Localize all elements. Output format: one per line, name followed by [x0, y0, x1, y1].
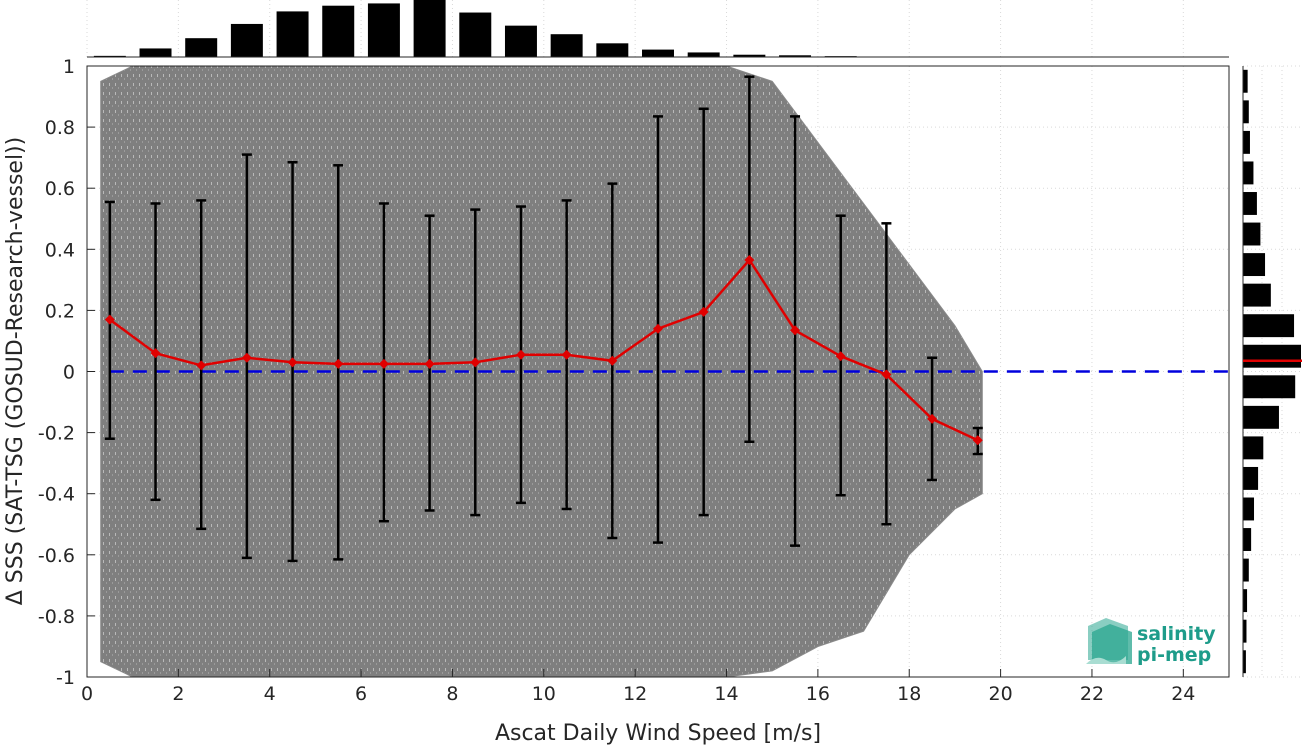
top-histogram-bar	[413, 0, 446, 57]
x-tick-label: 20	[989, 683, 1013, 705]
right-histogram-bar	[1243, 619, 1247, 643]
top-histogram-bar	[230, 23, 263, 57]
y-tick-label: 0	[63, 362, 75, 384]
right-histogram-bar	[1243, 528, 1252, 551]
mean-point	[607, 355, 618, 366]
top-histogram-bar	[139, 48, 172, 57]
top-histogram-bar	[185, 38, 218, 57]
y-tick-label: 0.6	[45, 178, 75, 200]
mean-point	[653, 323, 663, 334]
mean-point	[835, 351, 846, 362]
x-tick-label: 16	[806, 683, 830, 705]
y-axis-label: Δ SSS (SAT-TSG (GOSUD-Research-vessel))	[3, 137, 28, 605]
top-histogram-bar	[642, 49, 674, 57]
right-histogram-bar	[1243, 314, 1295, 338]
right-histogram-bar	[1243, 69, 1248, 93]
right-histogram-bar	[1243, 375, 1296, 399]
top-histogram-bars	[93, 0, 857, 58]
x-tick-label: 2	[172, 683, 184, 705]
mean-point	[515, 349, 526, 360]
y-axis-ticks: -1 -0.8 -0.6 -0.4 -0.2 0 0.2 0.4 0.6 0.8 1	[38, 56, 95, 689]
top-histogram	[86, 0, 1229, 58]
mean-point	[790, 325, 801, 336]
top-histogram-bar	[367, 3, 400, 58]
top-histogram-bar	[733, 54, 766, 57]
x-tick-label: 22	[1080, 683, 1104, 705]
main-axes: 0 2 4 6 8 10 12 14 16 18 20 22 24 -1-0.8-0.6-0.4-0.2…	[3, 56, 1230, 746]
top-histogram-bar	[596, 43, 629, 57]
x-tick-label: 12	[623, 683, 647, 705]
mean-point	[241, 352, 252, 363]
right-histogram-bar	[1243, 100, 1249, 124]
mean-point	[561, 349, 572, 360]
y-tick-label: 0.4	[45, 239, 75, 261]
mean-point	[698, 306, 709, 317]
y-tick-label: -0.4	[38, 484, 75, 506]
top-histogram-bar	[459, 12, 492, 57]
x-tick-label: 10	[532, 683, 556, 705]
y-tick-label: -0.8	[38, 606, 75, 628]
logo-line2: pi-mep	[1137, 644, 1211, 666]
right-histogram-bar	[1243, 161, 1254, 185]
x-tick-label: 4	[264, 683, 276, 705]
mean-point	[333, 358, 344, 369]
right-histogram-bar	[1243, 436, 1264, 460]
top-histogram-bar	[322, 5, 355, 57]
salinity-pi-mep-logo: salinity pi-mep	[1086, 618, 1216, 666]
y-tick-label: -0.2	[38, 423, 75, 445]
y-tick-label: 1	[63, 56, 75, 78]
top-histogram-bar	[550, 34, 583, 57]
y-tick-label: 0.8	[45, 117, 75, 139]
right-histogram-bar	[1243, 589, 1248, 613]
mean-point	[881, 369, 892, 380]
right-histogram-bar	[1243, 130, 1250, 154]
mean-line	[109, 257, 979, 442]
y-tick-label: 0.2	[45, 300, 75, 322]
x-tick-label: 14	[714, 683, 738, 705]
right-histogram-grid	[1242, 65, 1302, 678]
right-histogram-bar	[1243, 222, 1261, 246]
x-tick-label: 0	[81, 683, 93, 705]
top-histogram-bar	[276, 11, 309, 57]
top-histogram-bar	[504, 25, 537, 57]
top-histogram-grid	[86, 0, 1184, 57]
mean-point	[104, 314, 115, 325]
right-histogram-bar	[1243, 283, 1271, 307]
right-histogram	[1242, 65, 1302, 678]
x-tick-label: 8	[446, 683, 458, 705]
top-histogram-bar	[93, 55, 126, 57]
mean-point	[744, 254, 755, 265]
right-histogram-bar	[1243, 344, 1301, 368]
right-histogram-bar	[1243, 558, 1249, 582]
mean-point	[927, 413, 938, 424]
mean-point	[470, 357, 481, 368]
top-histogram-bar	[779, 55, 812, 57]
x-tick-label: 18	[897, 683, 921, 705]
right-histogram-bar	[1243, 497, 1255, 521]
y-tick-label: -1	[56, 667, 75, 689]
mean-point	[972, 435, 983, 446]
mean-point	[150, 348, 161, 359]
logo-line1: salinity	[1137, 623, 1216, 645]
x-axis-ticks: 0 2 4 6 8 10 12 14 16 18 20 22 24	[81, 669, 1195, 705]
x-tick-label: 24	[1171, 683, 1195, 705]
mean-point	[424, 358, 435, 369]
top-histogram-bar	[687, 52, 720, 57]
mean-point	[196, 360, 207, 371]
y-tick-label: -0.6	[38, 545, 75, 567]
right-histogram-bar	[1243, 192, 1257, 215]
mean-point	[287, 357, 298, 368]
right-histogram-bar	[1243, 405, 1279, 429]
logo-wave-icon	[1086, 618, 1132, 664]
mean-point	[378, 358, 389, 369]
right-histogram-bar	[1243, 253, 1266, 277]
right-histogram-bar	[1243, 650, 1246, 674]
x-tick-label: 6	[355, 683, 367, 705]
right-histogram-bar	[1243, 466, 1259, 490]
mean-points	[104, 254, 983, 446]
x-axis-label: Ascat Daily Wind Speed [m/s]	[495, 721, 821, 746]
